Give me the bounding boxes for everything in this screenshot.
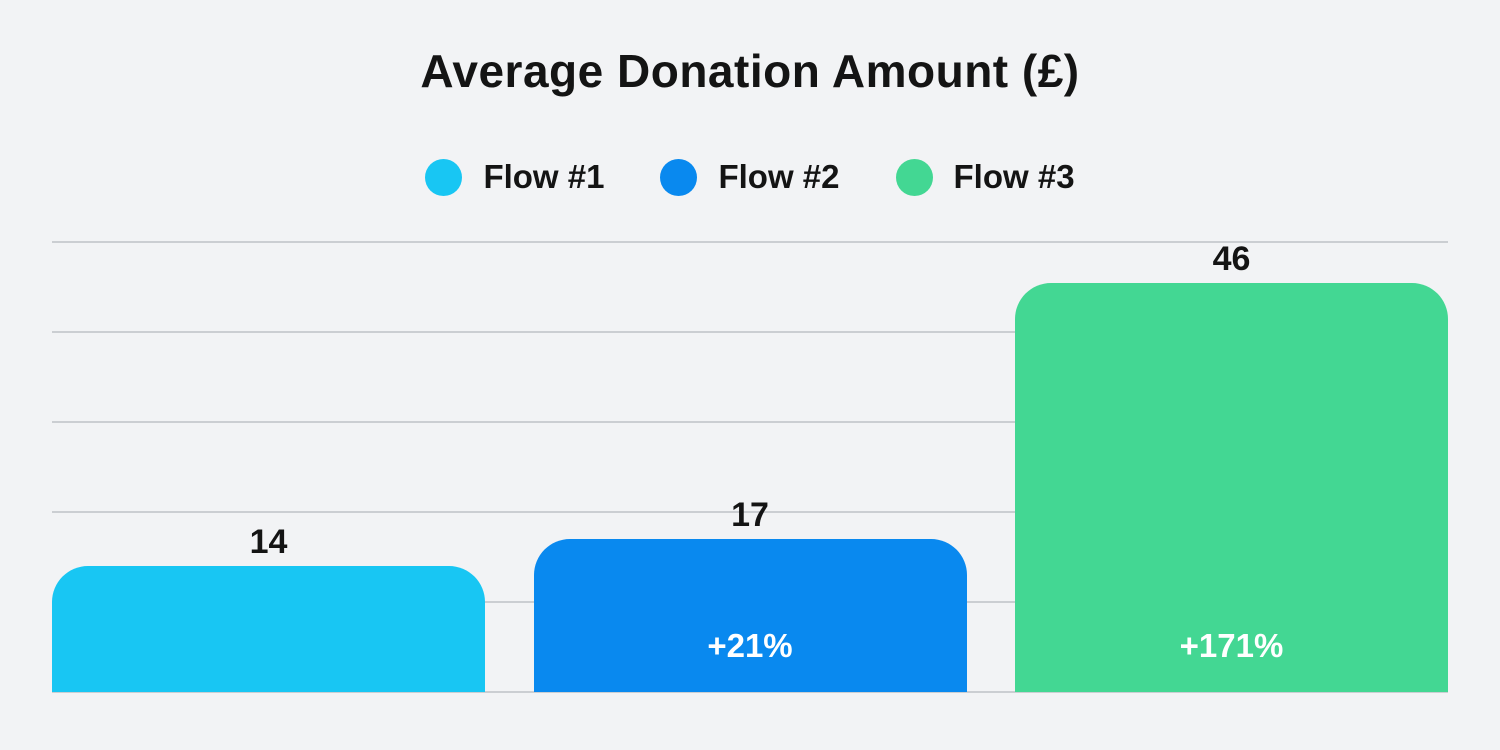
legend-item-flow2: Flow #2 (660, 158, 840, 196)
legend-label-flow3: Flow #3 (953, 158, 1075, 195)
bar-value-label-flow1: 14 (249, 523, 288, 561)
bar-flow3: +171% (1015, 283, 1448, 692)
bar-group-flow2: 17 +21% (533, 242, 967, 692)
bar-flow2: +21% (533, 539, 967, 692)
plot-area: 14 17 +21% 46 +171% (52, 241, 1448, 693)
gridline-20 (52, 511, 1448, 513)
legend-item-flow3: Flow #3 (895, 158, 1075, 196)
bar-pct-label-flow3: +171% (1179, 627, 1284, 664)
legend-label-flow1: Flow #1 (483, 158, 605, 195)
bar-group-flow3: 46 +171% (1015, 242, 1448, 692)
chart-title: Average Donation Amount (£) (420, 45, 1080, 97)
bar-flow1 (52, 566, 485, 692)
legend-item-flow1: Flow #1 (425, 158, 604, 196)
gridline-50 (52, 241, 1448, 243)
legend-dot-flow3-icon (895, 158, 933, 196)
gridline-30 (52, 421, 1448, 423)
legend-dot-flow2-icon (660, 158, 698, 196)
bar-series: 14 17 +21% 46 +171% (52, 242, 1448, 692)
bar-group-flow1: 14 (52, 242, 485, 692)
legend-label-flow2: Flow #2 (718, 158, 840, 195)
gridline-0-baseline (52, 691, 1448, 693)
bar-value-label-flow2: 17 (731, 496, 769, 534)
bar-pct-label-flow2: +21% (707, 627, 793, 664)
gridline-40 (52, 331, 1448, 333)
bar-value-label-flow3: 46 (1212, 240, 1251, 278)
legend: Flow #1 Flow #2 Flow #3 (0, 158, 1500, 196)
legend-dot-flow1-icon (425, 158, 463, 196)
